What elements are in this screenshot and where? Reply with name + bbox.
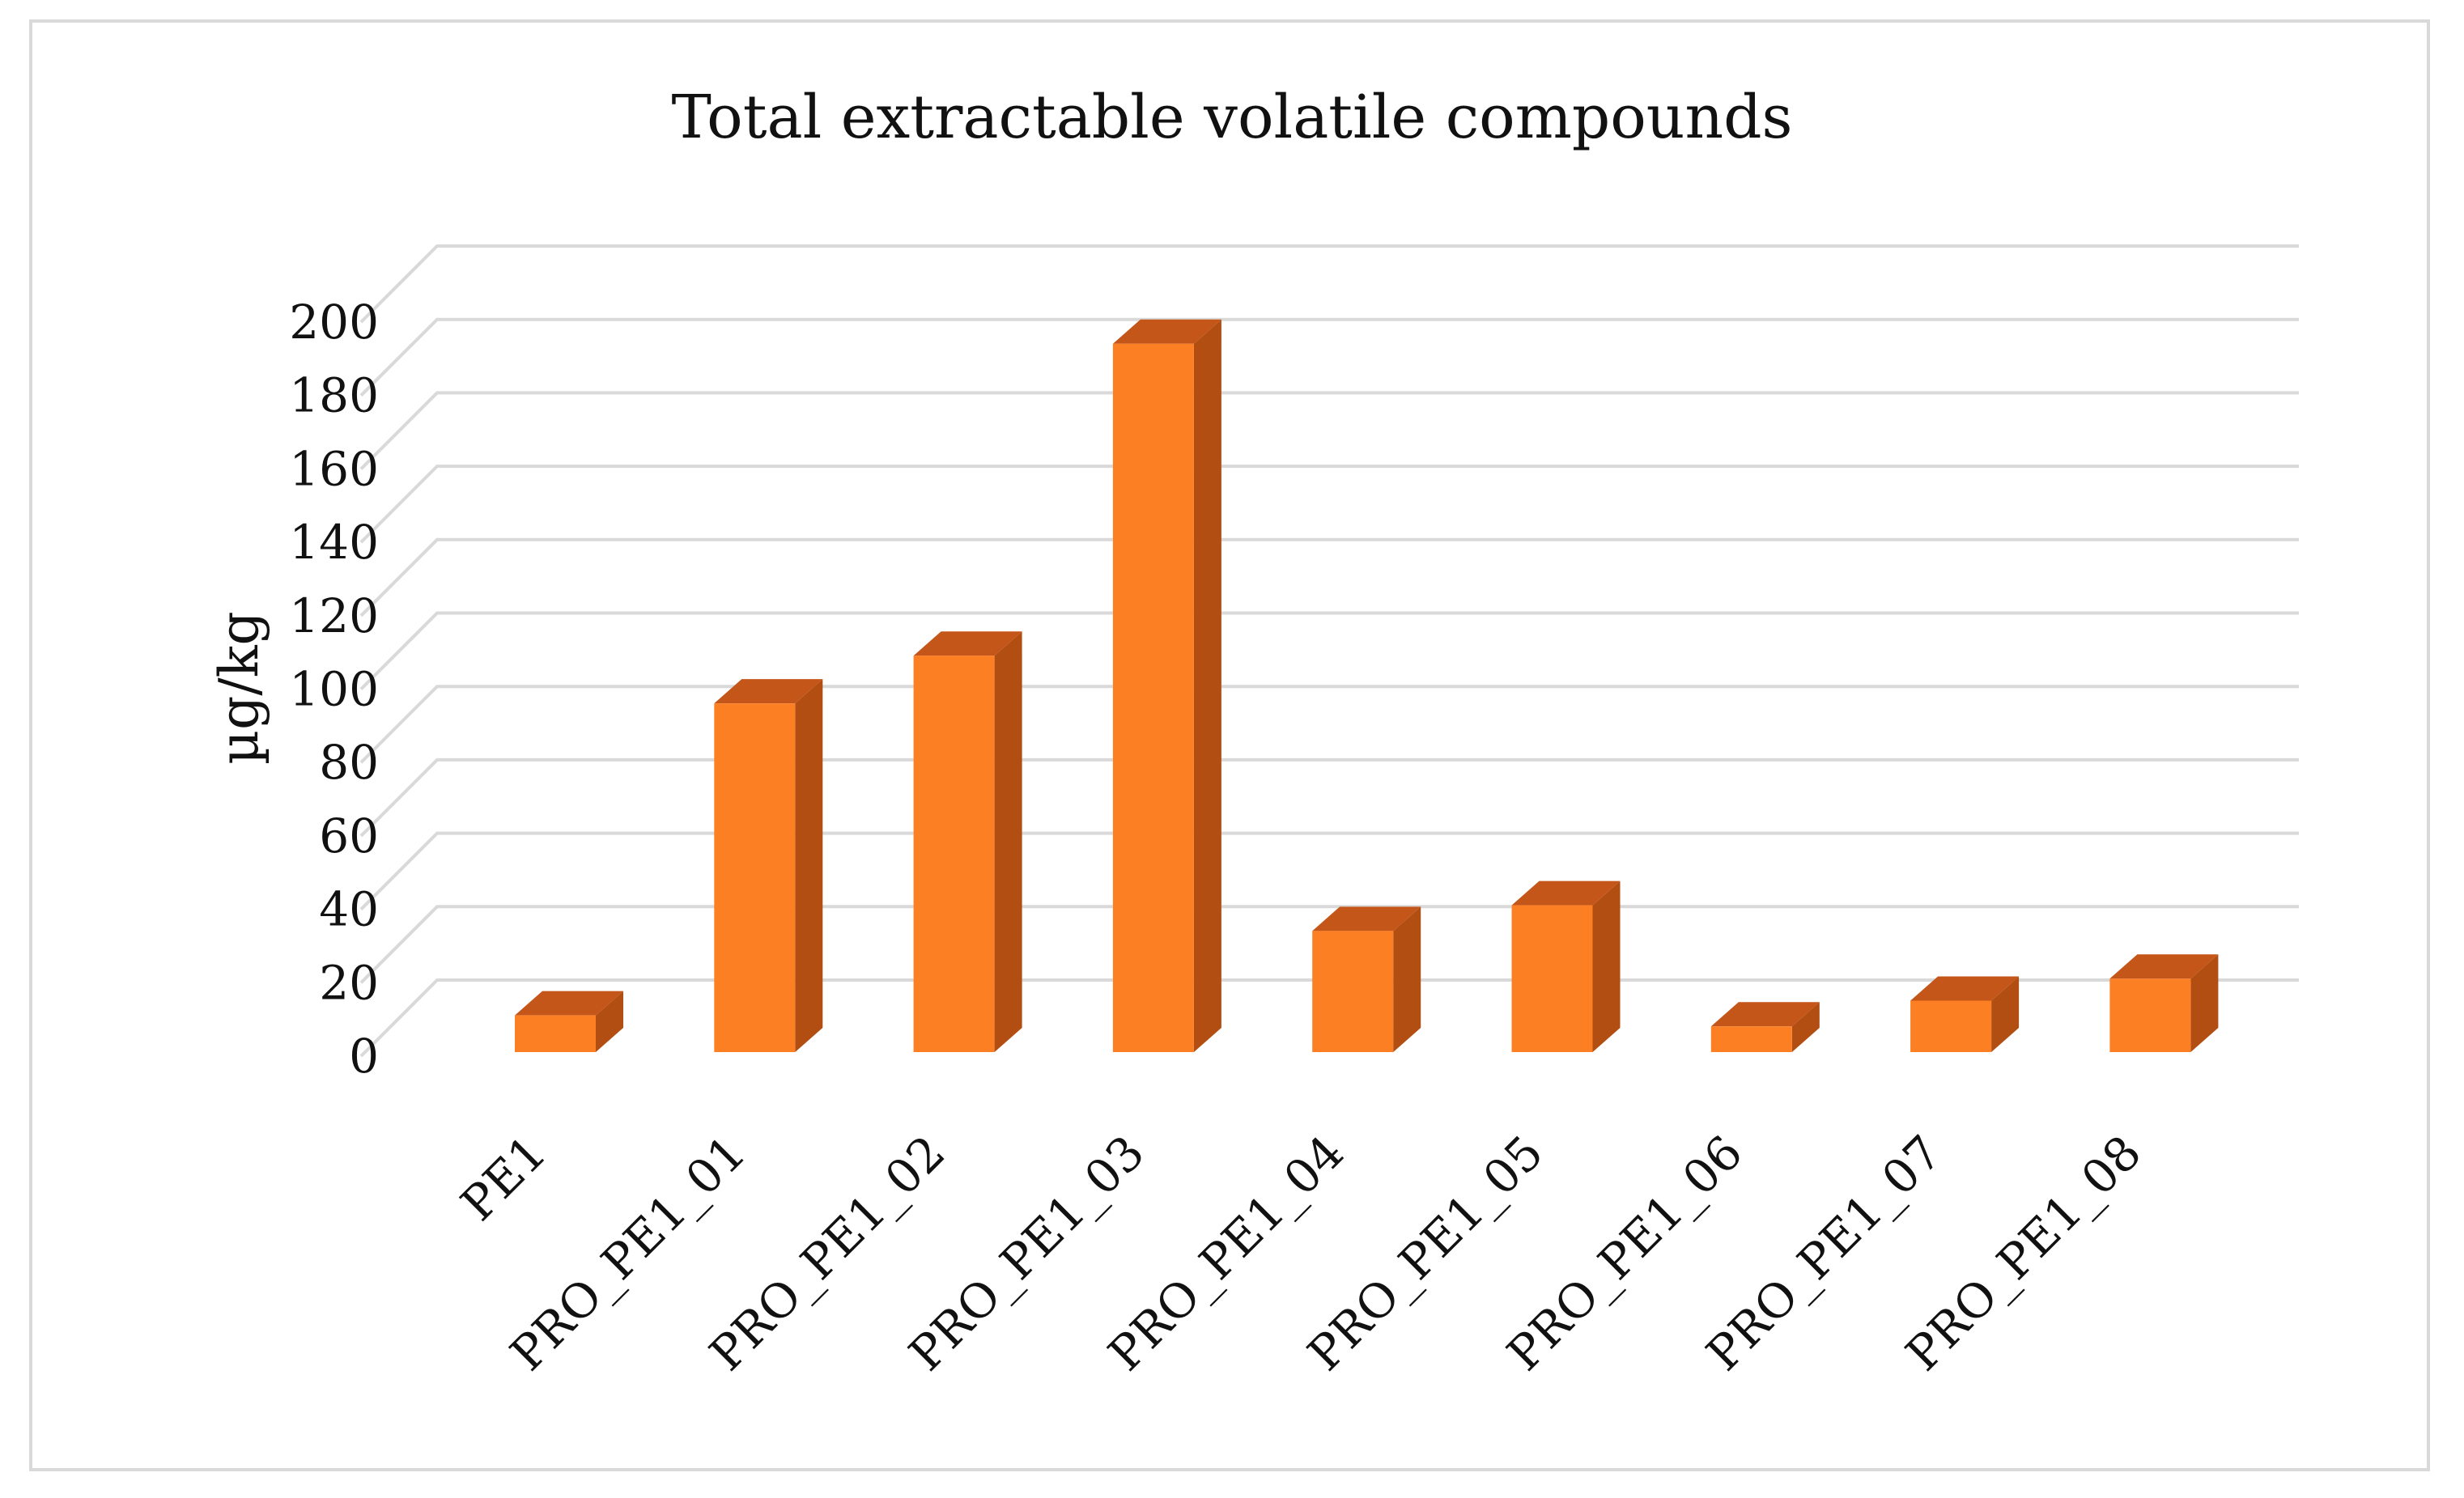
- bar-side: [994, 631, 1022, 1052]
- bar-front: [1511, 905, 1593, 1052]
- bar-side: [1193, 319, 1221, 1052]
- bar-front: [1112, 343, 1194, 1052]
- gridlines: [359, 244, 2299, 1058]
- y-tick-label: 60: [319, 808, 379, 864]
- bar-front: [1312, 931, 1394, 1052]
- bar-side: [1592, 881, 1621, 1052]
- x-category-label: PE1: [450, 1125, 557, 1232]
- bar-top: [714, 679, 823, 704]
- bar-top: [1511, 881, 1621, 906]
- bar: [1910, 976, 2020, 1052]
- y-tick-label: 200: [289, 295, 379, 350]
- y-tick-label: 20: [319, 955, 379, 1010]
- bar-top: [1112, 319, 1221, 344]
- bar-side: [2190, 954, 2219, 1052]
- gridline: [359, 978, 2299, 1058]
- gridline: [359, 244, 2299, 324]
- gridline: [359, 831, 2299, 911]
- gridline: [359, 905, 2299, 984]
- y-axis-ticks: 0 20 40 60 80 100 120 140 160 180 200: [289, 295, 379, 1084]
- x-axis-categories: PE1PRO_PE1_01PRO_PE1_02PRO_PE1_03PRO_PE1…: [450, 1125, 2152, 1381]
- bar-side: [1991, 976, 2020, 1052]
- bar: [1112, 319, 1221, 1052]
- bar-front: [2109, 978, 2191, 1052]
- bar-side: [1791, 1002, 1820, 1052]
- bar: [714, 679, 823, 1052]
- chart-title: Total extractable volatile compounds: [672, 83, 1793, 152]
- gridline: [359, 317, 2299, 397]
- y-tick-label: 140: [289, 515, 379, 570]
- gridline: [359, 757, 2299, 838]
- bar-front: [714, 703, 796, 1052]
- bar-top: [1710, 1002, 1820, 1027]
- bars: [515, 319, 2219, 1052]
- bar: [515, 991, 623, 1052]
- gridline: [359, 465, 2299, 544]
- bar-side: [596, 991, 623, 1052]
- bar-top: [1312, 906, 1421, 931]
- gridline: [359, 391, 2299, 470]
- bar: [1511, 881, 1621, 1052]
- bar-top: [2109, 954, 2219, 979]
- y-axis-label: µg/kg: [208, 611, 270, 765]
- gridline: [359, 537, 2299, 617]
- bar-side: [1393, 906, 1421, 1052]
- bar: [913, 631, 1022, 1052]
- bar: [1312, 906, 1421, 1052]
- bar-top: [515, 991, 623, 1016]
- bar-top: [1910, 976, 2020, 1001]
- gridline: [359, 611, 2299, 690]
- y-tick-label: 0: [349, 1029, 379, 1084]
- y-tick-label: 180: [289, 368, 379, 423]
- bar-front: [1710, 1026, 1792, 1052]
- y-tick-label: 120: [289, 588, 379, 643]
- gridline: [359, 685, 2299, 764]
- y-tick-label: 80: [319, 735, 379, 790]
- bar-top: [913, 631, 1022, 656]
- bar-front: [515, 1015, 596, 1052]
- bar: [2109, 954, 2219, 1052]
- y-tick-label: 100: [289, 662, 379, 717]
- y-tick-label: 160: [289, 441, 379, 496]
- bar-front: [913, 656, 995, 1052]
- chart-frame: [29, 19, 2430, 1471]
- y-tick-label: 40: [319, 882, 379, 937]
- bar-front: [1910, 1000, 1992, 1052]
- bar-side: [795, 679, 823, 1052]
- bar: [1710, 1002, 1820, 1052]
